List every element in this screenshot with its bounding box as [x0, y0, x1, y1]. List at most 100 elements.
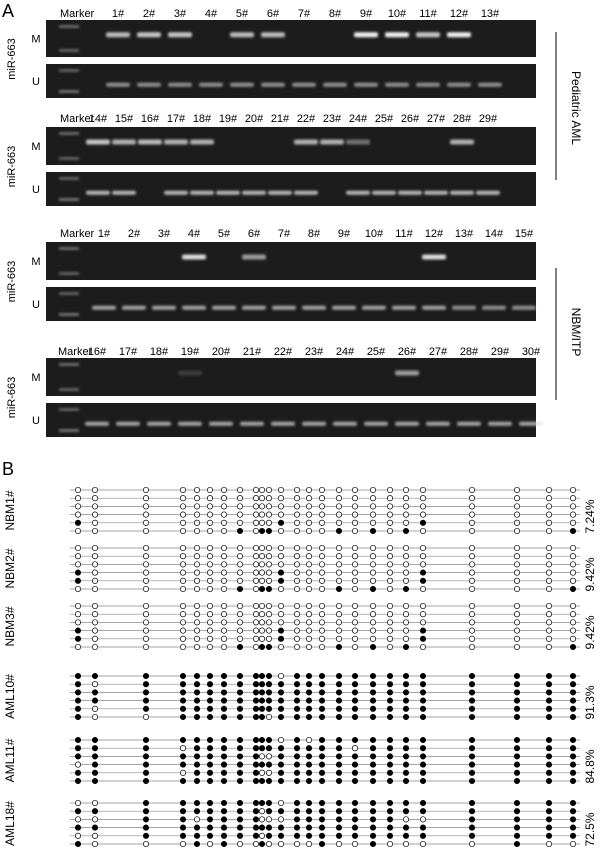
cpg-unmethylated — [351, 569, 359, 576]
gel-band-u — [294, 190, 318, 195]
lane-label: 13# — [455, 228, 474, 240]
cpg-methylated — [193, 840, 201, 848]
methylation-percent: 9.42% — [583, 615, 597, 649]
cpg-methylated — [277, 808, 285, 815]
cpg-methylated — [318, 681, 326, 688]
sample-name: NBM2# — [3, 548, 17, 588]
cpg-methylated — [258, 713, 266, 721]
cpg-unmethylated — [386, 544, 394, 552]
cpg-unmethylated — [402, 561, 410, 568]
cpg-methylated — [258, 799, 266, 807]
cpg-unmethylated — [258, 635, 266, 642]
cpg-methylated — [179, 753, 187, 760]
gel-band-m — [86, 139, 110, 145]
cpg-unmethylated — [220, 553, 228, 560]
marker-band — [59, 157, 79, 160]
cpg-unmethylated — [293, 486, 301, 494]
cpg-methylated — [402, 753, 410, 760]
cpg-unmethylated — [258, 569, 266, 576]
cpg-methylated — [318, 713, 326, 721]
cpg-methylated — [277, 769, 285, 776]
cpg-unmethylated — [74, 495, 82, 502]
lane-label: 22# — [297, 113, 316, 125]
cpg-methylated — [277, 824, 285, 831]
cpg-unmethylated — [513, 519, 521, 526]
cpg-methylated — [305, 705, 313, 712]
cpg-methylated — [220, 713, 228, 721]
cpg-unmethylated — [193, 627, 201, 634]
sample-block: NBM2# 9.42% — [3, 544, 597, 593]
cpg-unmethylated — [193, 527, 201, 535]
cpg-unmethylated — [220, 602, 228, 610]
cpg-methylated — [545, 745, 553, 752]
cpg-unmethylated — [318, 544, 326, 552]
cpg-unmethylated — [142, 643, 150, 651]
cpg-unmethylated — [265, 840, 273, 848]
lane-label: 24# — [349, 113, 368, 125]
cpg-methylated — [220, 816, 228, 823]
cpg-methylated — [91, 753, 99, 760]
cpg-unmethylated — [91, 503, 99, 510]
cpg-methylated — [265, 745, 273, 752]
cpg-unmethylated — [419, 511, 427, 518]
cpg-methylated — [369, 761, 377, 768]
cpg-methylated — [265, 705, 273, 712]
gel-band-u — [152, 305, 176, 310]
cpg-unmethylated — [236, 553, 244, 560]
cpg-unmethylated — [335, 840, 343, 848]
cpg-unmethylated — [305, 544, 313, 552]
cpg-methylated — [402, 527, 410, 535]
cpg-unmethylated — [369, 569, 377, 576]
cpg-unmethylated — [402, 503, 410, 510]
cpg-methylated — [206, 808, 214, 815]
lane-label: 17# — [119, 346, 138, 358]
cpg-methylated — [351, 777, 359, 785]
cpg-methylated — [513, 689, 521, 696]
gel-band-m — [385, 32, 409, 38]
cpg-unmethylated — [386, 553, 394, 560]
cpg-methylated — [265, 736, 273, 744]
cpg-methylated — [220, 808, 228, 815]
cpg-unmethylated — [179, 569, 187, 576]
cpg-methylated — [265, 672, 273, 680]
cpg-unmethylated — [335, 577, 343, 584]
cpg-unmethylated — [335, 553, 343, 560]
cpg-methylated — [142, 689, 150, 696]
cpg-unmethylated — [545, 577, 553, 584]
cpg-methylated — [545, 697, 553, 704]
cpg-methylated — [179, 713, 187, 721]
cpg-unmethylated — [318, 561, 326, 568]
cpg-methylated — [419, 681, 427, 688]
cpg-methylated — [193, 689, 201, 696]
cpg-methylated — [193, 769, 201, 776]
cpg-methylated — [236, 643, 244, 651]
gel-band-u — [354, 82, 378, 87]
cpg-methylated — [419, 697, 427, 704]
cpg-unmethylated — [402, 577, 410, 584]
cpg-methylated — [318, 672, 326, 680]
gel-band-m — [106, 32, 130, 38]
cpg-methylated — [74, 808, 82, 815]
cpg-unmethylated — [293, 643, 301, 651]
cpg-methylated — [220, 777, 228, 785]
gel-band-u — [364, 421, 388, 426]
cpg-methylated — [293, 799, 301, 807]
cpg-methylated — [236, 761, 244, 768]
cpg-unmethylated — [335, 619, 343, 626]
cpg-methylated — [335, 736, 343, 744]
cpg-unmethylated — [252, 627, 260, 634]
cpg-unmethylated — [179, 619, 187, 626]
cpg-unmethylated — [193, 503, 201, 510]
cpg-methylated — [402, 824, 410, 831]
cpg-methylated — [252, 816, 260, 823]
side-label-nbm: NBM/ITP — [569, 308, 583, 357]
cpg-unmethylated — [277, 495, 285, 502]
cpg-unmethylated — [206, 585, 214, 593]
side-label-pediatric: Pediatric AML — [569, 71, 583, 145]
cpg-unmethylated — [252, 635, 260, 642]
cpg-methylated — [545, 832, 553, 839]
cpg-unmethylated — [569, 635, 577, 642]
cpg-methylated — [74, 635, 82, 642]
cpg-unmethylated — [193, 495, 201, 502]
cpg-methylated — [293, 832, 301, 839]
